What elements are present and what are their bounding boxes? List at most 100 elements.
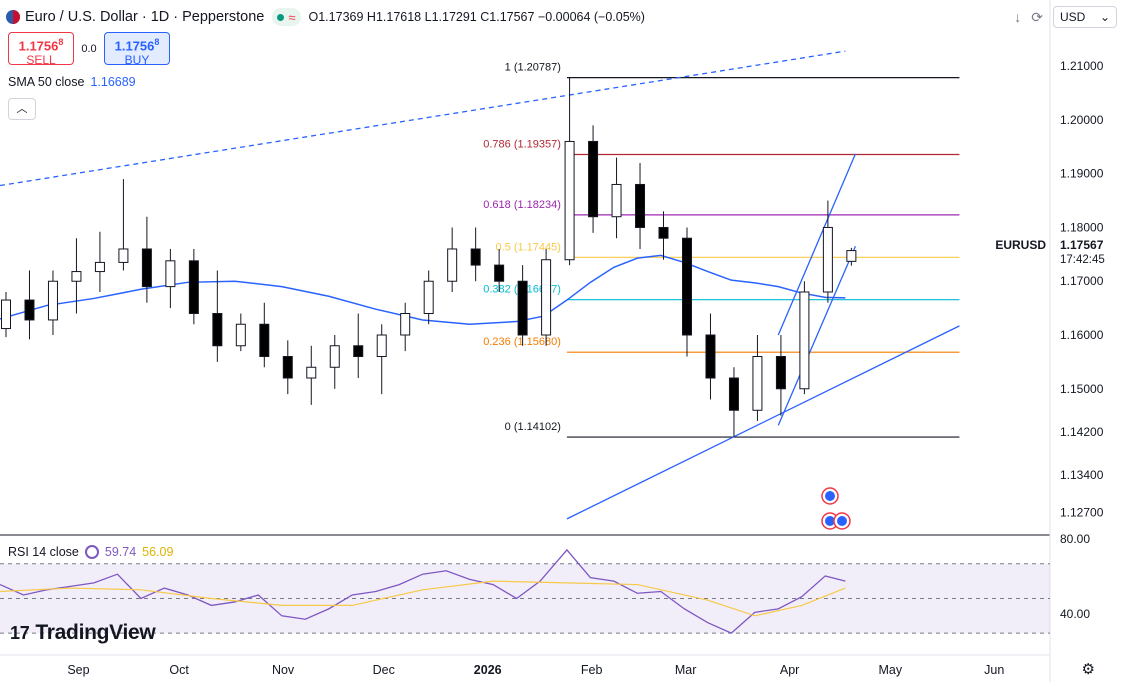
price-tick-label: 1.20000 [1060,113,1104,127]
candle-body [212,312,223,347]
candle [1,291,11,338]
candle-body [588,140,599,218]
symbol-title[interactable]: Euro / U.S. Dollar · 1D · Pepperstone [25,9,265,25]
candle [71,238,82,314]
rsi-ma-line [0,580,846,617]
candle [165,248,176,309]
candle-body [728,377,739,411]
candle [588,125,599,233]
data-wave-icon: ≈ [288,9,296,25]
candle-body [635,183,646,228]
candle-body [447,248,458,282]
grid-layer [0,0,1051,682]
candle-body [775,356,786,390]
collapse-legend-button[interactable]: ︿ [8,98,36,120]
candle [423,270,434,325]
candle-body [423,280,434,314]
trendline-lower-support [566,325,960,520]
candle-body [517,280,528,336]
candle [306,345,317,405]
candle [681,227,692,357]
time-tick-label: Sep [67,663,89,677]
rsi-background [0,563,1050,634]
tradingview-logo[interactable]: 17 TradingView [10,621,156,645]
candle [447,227,458,292]
candle-body [681,237,692,336]
fib-label-0.5: 0.5 (1.17445) [495,241,560,253]
candle-body [470,248,481,266]
trendline-channel-upper [777,153,857,336]
candle [470,227,481,282]
rsi-value: 59.74 [104,545,137,559]
rsi-ma-value: 56.09 [142,545,174,559]
high-label: H [366,10,376,24]
sma-line [0,254,846,325]
candle [24,270,35,340]
candle [353,313,364,379]
candle-body [24,299,35,321]
candle [611,157,622,239]
sma-legend[interactable]: SMA 50 close 1.16689 [8,75,136,89]
rsi-indicator-icon [84,545,99,559]
trendline-channel-lower [777,246,857,426]
chevron-down-icon: ⌄ [1099,10,1110,24]
rsi-tick-label: 40.00 [1060,607,1090,621]
low-value: 1.17291 [431,10,477,24]
event-flag-icon [825,516,835,526]
rsi-line [0,548,846,634]
buy-label: BUY [124,53,150,68]
rsi-tick-label: 80.00 [1060,532,1090,546]
sell-price: 1.1756 [18,38,59,54]
candle-body [658,226,669,239]
candle-body [118,248,129,263]
candle [658,211,669,260]
economic-events [821,487,851,530]
candles [1,77,857,438]
rsi-legend[interactable]: RSI 14 close 59.74 56.09 [8,545,173,559]
candle [541,248,552,346]
ohlc-values: O1.17369 H1.17618 L1.17291 C1.17567 −0.0… [309,10,645,24]
event-flag-icon [825,491,835,501]
refresh-icon[interactable]: ⟳ [1031,8,1043,25]
candle [517,265,528,346]
sma-value: 1.16689 [90,75,136,89]
candle [376,324,387,395]
symbol-header[interactable]: Euro / U.S. Dollar · 1D · Pepperstone ≈ … [6,6,645,28]
candle-body [71,271,82,282]
sell-price-sup: 8 [58,37,64,47]
close-value: 1.17567 [489,10,535,24]
candle-body [705,334,716,379]
candle [775,335,786,416]
trendlines [0,50,960,520]
candle [235,313,246,352]
time-tick-label: Oct [169,663,189,677]
time-tick-label: Feb [581,663,603,677]
currency-select[interactable]: USD ⌄ [1053,6,1117,28]
price-tick-label: 1.21000 [1060,59,1104,73]
scroll-down-icon[interactable]: ↓ [1014,9,1022,25]
time-tick-label: 2026 [474,663,502,677]
candle [564,77,575,266]
candle-body [165,260,176,288]
candle-body [306,366,317,379]
settings-gear-icon[interactable]: ⚙ [1081,661,1095,678]
last-price-countdown: 17:42:45 [1060,254,1105,266]
candle [118,179,129,271]
candle [188,248,199,325]
candle-body [47,280,58,321]
buy-button[interactable]: 1.17568 BUY [104,32,170,68]
sell-button[interactable]: 1.17568 SELL [8,32,74,67]
candle [705,313,716,400]
market-status[interactable]: ≈ [272,8,301,26]
candle-body [799,291,810,390]
spread-value: 0.0 [81,42,97,55]
time-tick-label: Jun [984,663,1004,677]
axes: 1.21000 1.20000 1.19000 1.18000 1.17000 1.160… [67,59,1103,677]
price-tick-label: 1.17000 [1060,274,1104,288]
time-tick-label: Apr [780,663,799,677]
candle [141,216,152,303]
candle [822,200,833,303]
price-tick-label: 1.12700 [1060,505,1104,519]
